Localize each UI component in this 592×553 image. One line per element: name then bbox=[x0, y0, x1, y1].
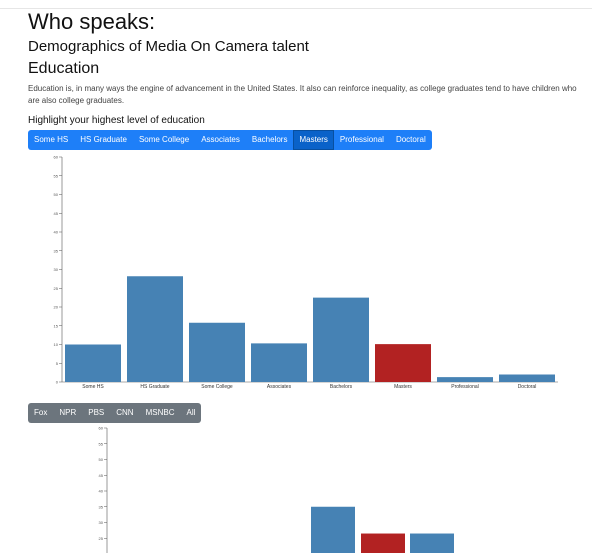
edu-button-doctoral[interactable]: Doctoral bbox=[390, 130, 432, 150]
bar-masters bbox=[375, 344, 431, 382]
education-button-group: Some HS HS Graduate Some College Associa… bbox=[28, 130, 432, 150]
y-tick-label: 50 bbox=[54, 192, 59, 197]
network-button-cnn[interactable]: CNN bbox=[110, 403, 139, 423]
edu-button-masters[interactable]: Masters bbox=[293, 130, 334, 150]
edu-button-hs-graduate[interactable]: HS Graduate bbox=[74, 130, 133, 150]
x-tick-label: Bachelors bbox=[330, 384, 353, 390]
x-tick-label: Some College bbox=[201, 384, 233, 390]
network-bar bbox=[361, 533, 405, 553]
y-tick-label: 60 bbox=[99, 426, 104, 431]
edu-button-associates[interactable]: Associates bbox=[195, 130, 246, 150]
top-border bbox=[0, 0, 592, 9]
edu-button-bachelors[interactable]: Bachelors bbox=[246, 130, 294, 150]
bar-doctoral bbox=[499, 374, 555, 382]
x-tick-label: Masters bbox=[394, 384, 412, 390]
bar-some-hs bbox=[65, 344, 121, 382]
bar-professional bbox=[437, 377, 493, 382]
y-tick-label: 40 bbox=[54, 230, 59, 235]
bar-bachelors bbox=[313, 297, 369, 382]
network-button-pbs[interactable]: PBS bbox=[82, 403, 110, 423]
page-title: Who speaks: bbox=[28, 9, 156, 34]
y-tick-label: 55 bbox=[54, 173, 59, 178]
x-tick-label: Professional bbox=[451, 384, 479, 390]
y-tick-label: 55 bbox=[99, 441, 104, 446]
y-tick-label: 5 bbox=[56, 361, 59, 366]
y-tick-label: 15 bbox=[54, 323, 59, 328]
y-tick-label: 40 bbox=[99, 489, 104, 494]
education-bar-chart: 0 5 10 15 20 25 30 35 40 45 50 55 60 Some HS HS Gradua… bbox=[54, 155, 558, 390]
x-tick-label: Doctoral bbox=[518, 384, 537, 390]
network-bar bbox=[410, 533, 454, 553]
y-tick-label: 30 bbox=[99, 520, 104, 525]
y-tick-label: 0 bbox=[56, 380, 59, 385]
edu-button-some-college[interactable]: Some College bbox=[133, 130, 195, 150]
y-tick-label: 50 bbox=[99, 457, 104, 462]
network-button-msnbc[interactable]: MSNBC bbox=[140, 403, 181, 423]
network-button-fox[interactable]: Fox bbox=[28, 403, 53, 423]
y-tick-label: 45 bbox=[54, 211, 59, 216]
section-heading: Education bbox=[28, 60, 100, 77]
y-tick-label: 35 bbox=[99, 504, 104, 509]
y-tick-label: 45 bbox=[99, 473, 104, 478]
highlight-prompt: Highlight your highest level of educatio… bbox=[28, 115, 205, 126]
network-bar bbox=[311, 506, 355, 553]
network-button-all[interactable]: All bbox=[180, 403, 201, 423]
x-tick-label: Some HS bbox=[82, 384, 104, 390]
y-tick-label: 25 bbox=[99, 536, 104, 541]
x-tick-label: HS Graduate bbox=[140, 384, 169, 390]
network-button-npr[interactable]: NPR bbox=[53, 403, 82, 423]
edu-button-some-hs[interactable]: Some HS bbox=[28, 130, 74, 150]
bar-hs-graduate bbox=[127, 276, 183, 382]
intro-text: Education is, in many ways the engine of… bbox=[28, 84, 577, 105]
y-tick-label: 25 bbox=[54, 286, 59, 291]
y-tick-label: 20 bbox=[54, 305, 59, 310]
y-tick-label: 35 bbox=[54, 248, 59, 253]
y-tick-label: 10 bbox=[54, 342, 59, 347]
bar-associates bbox=[251, 343, 307, 382]
page-subtitle: Demographics of Media On Camera talent bbox=[28, 38, 309, 55]
network-button-group: Fox NPR PBS CNN MSNBC All bbox=[28, 403, 202, 423]
edu-button-professional[interactable]: Professional bbox=[334, 130, 390, 150]
y-tick-label: 60 bbox=[54, 155, 59, 160]
x-tick-label: Associates bbox=[267, 384, 292, 390]
y-tick-label: 30 bbox=[54, 267, 59, 272]
bar-some-college bbox=[189, 322, 245, 382]
